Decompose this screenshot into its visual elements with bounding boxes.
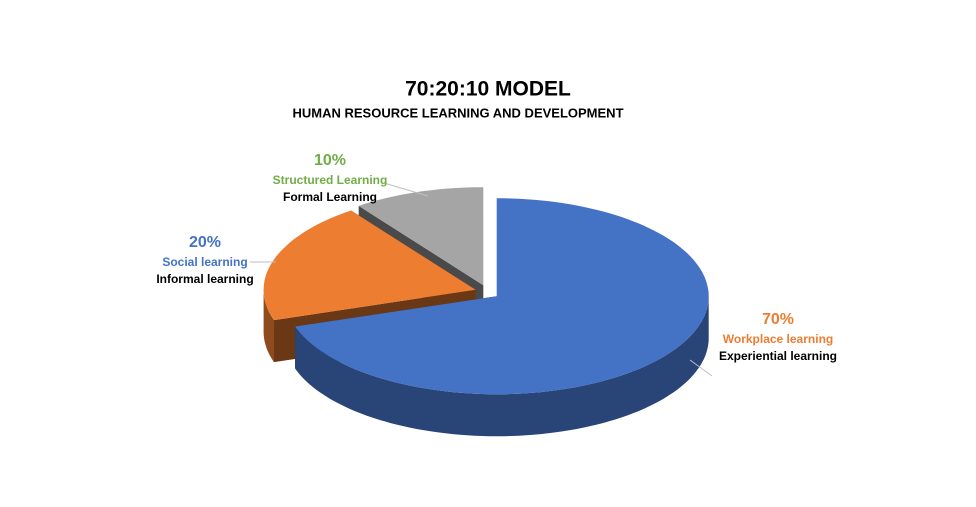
value-label: 10%: [314, 152, 346, 169]
category-label: Social learning: [162, 255, 247, 269]
category-label: Structured Learning: [273, 173, 388, 187]
chart-subtitle: HUMAN RESOURCE LEARNING AND DEVELOPMENT: [292, 105, 623, 120]
sub-label: Informal learning: [156, 272, 253, 286]
value-label: 20%: [189, 234, 221, 251]
leader-line: [689, 359, 713, 377]
leader-line: [383, 182, 429, 197]
chart-title: 70:20:10 MODEL: [405, 78, 571, 101]
category-label: Workplace learning: [723, 332, 833, 346]
value-label: 70%: [762, 311, 794, 328]
slice: [358, 187, 484, 286]
slice: [263, 210, 476, 321]
slice: [295, 198, 709, 395]
slice-side: [295, 296, 709, 437]
sub-label: Formal Learning: [283, 190, 377, 204]
sub-label: Experiential learning: [719, 349, 837, 363]
slice-side: [263, 289, 274, 363]
